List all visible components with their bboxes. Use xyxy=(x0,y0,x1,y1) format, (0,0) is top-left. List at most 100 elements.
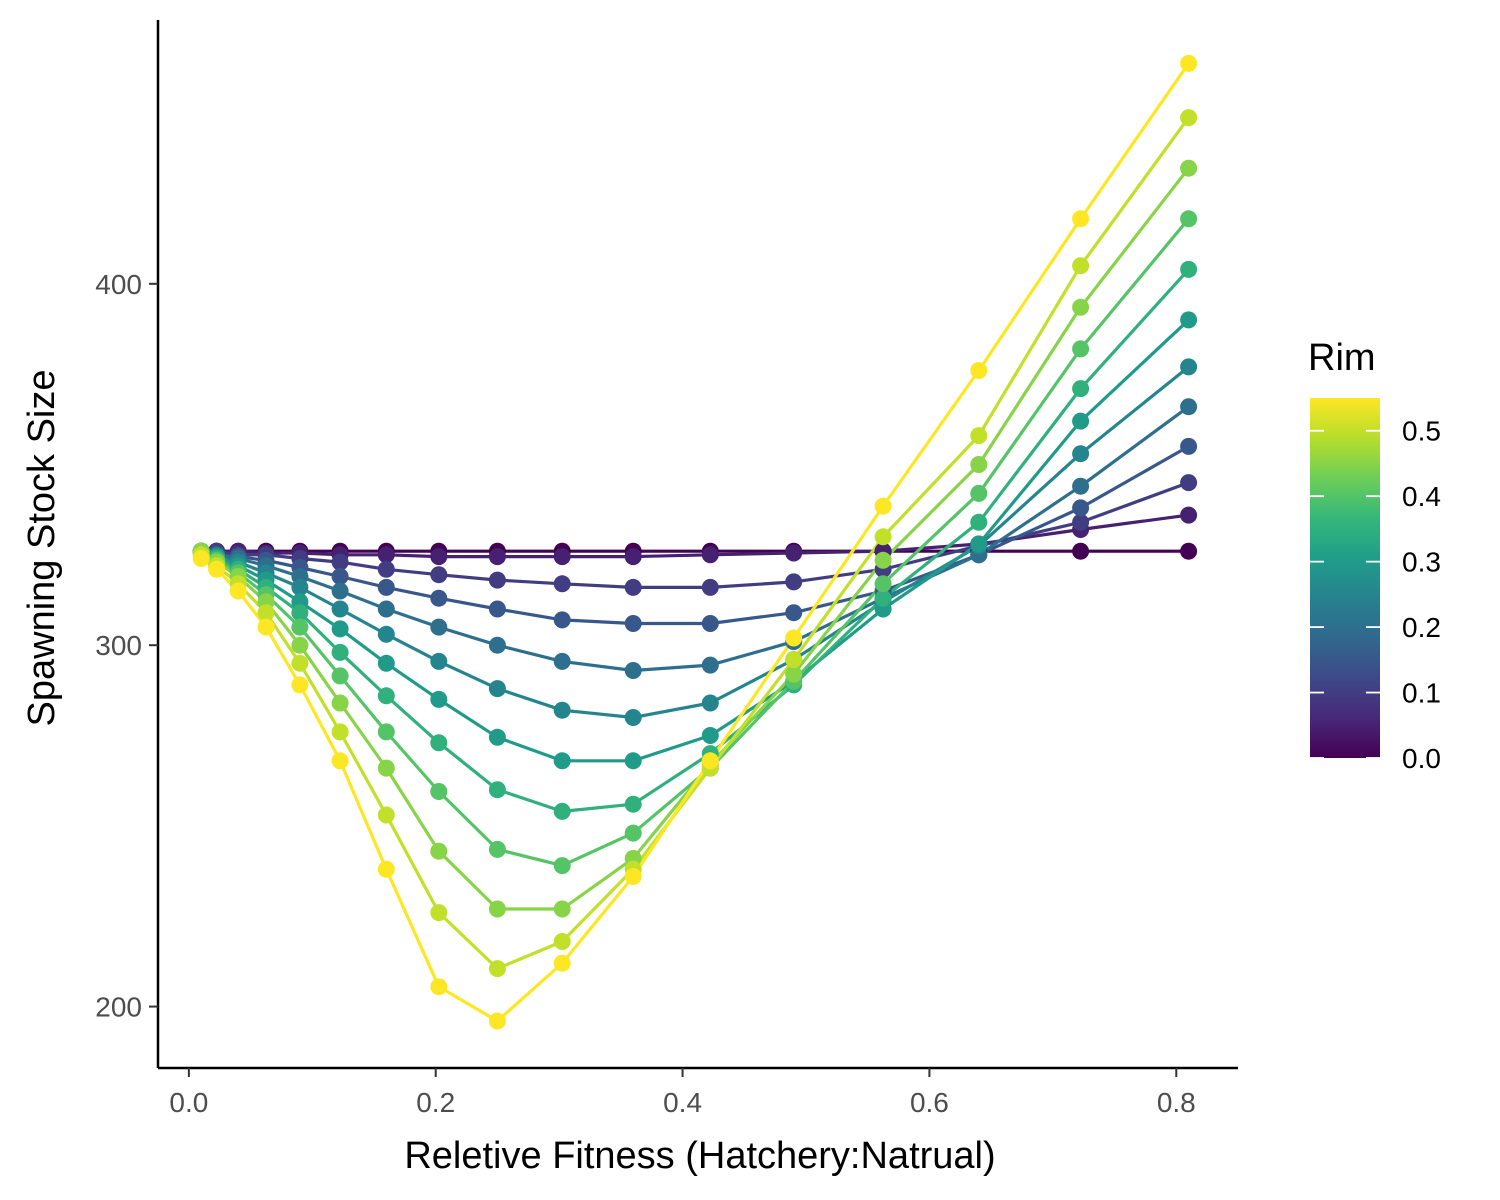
data-point xyxy=(488,600,506,618)
x-ticks: 0.0 0.2 0.4 0.6 0.8 xyxy=(169,1068,1196,1118)
legend-ticks: 0.0 0.1 0.2 0.3 0.4 0.5 xyxy=(1310,416,1441,774)
data-point xyxy=(874,528,892,546)
data-point xyxy=(488,548,506,566)
data-point xyxy=(785,544,803,562)
data-point xyxy=(1180,506,1198,524)
data-point xyxy=(331,582,349,600)
data-point xyxy=(1072,477,1090,495)
data-point xyxy=(331,553,349,571)
data-point xyxy=(553,611,571,629)
data-point xyxy=(785,573,803,591)
data-point xyxy=(553,954,571,972)
data-point xyxy=(1072,542,1090,560)
legend-tick-label: 0.4 xyxy=(1402,481,1441,512)
data-point xyxy=(291,604,309,622)
data-point xyxy=(331,600,349,618)
data-point xyxy=(488,840,506,858)
data-point xyxy=(331,568,349,585)
data-point xyxy=(624,662,642,679)
data-point xyxy=(377,806,395,824)
data-point xyxy=(488,680,506,698)
data-point xyxy=(1180,437,1198,455)
data-point xyxy=(331,643,349,661)
data-point xyxy=(257,618,275,636)
data-point xyxy=(1180,311,1198,329)
data-point xyxy=(553,933,571,950)
data-point xyxy=(970,456,988,473)
data-point xyxy=(701,546,719,564)
data-point xyxy=(553,752,571,770)
x-tick-label: 0.8 xyxy=(1157,1087,1196,1118)
data-point xyxy=(488,900,506,918)
x-tick-label: 0.2 xyxy=(416,1087,455,1118)
data-point xyxy=(1180,542,1198,560)
data-point xyxy=(701,578,719,596)
data-point xyxy=(1072,380,1090,398)
data-point xyxy=(553,900,571,918)
data-point xyxy=(430,978,448,996)
data-point xyxy=(785,629,803,647)
series-line xyxy=(200,217,1190,868)
data-point xyxy=(488,728,506,746)
series-line xyxy=(200,318,1190,763)
data-point xyxy=(624,795,642,813)
data-point xyxy=(1072,257,1090,275)
data-point xyxy=(1180,260,1198,278)
y-ticks: 200 300 400 xyxy=(95,269,158,1023)
data-point xyxy=(701,615,719,632)
data-point xyxy=(1180,398,1198,416)
data-point xyxy=(331,667,349,685)
data-point xyxy=(970,362,988,379)
data-point xyxy=(701,752,719,770)
plot-points xyxy=(192,54,1198,1030)
data-point xyxy=(624,615,642,632)
data-point xyxy=(291,654,309,672)
data-point xyxy=(553,857,571,875)
data-point xyxy=(785,651,803,669)
data-point xyxy=(377,687,395,705)
data-point xyxy=(970,484,988,502)
data-point xyxy=(430,734,448,752)
data-point xyxy=(701,727,719,744)
data-point xyxy=(553,701,571,719)
legend-tick-label: 0.5 xyxy=(1402,416,1441,447)
data-point xyxy=(291,578,309,596)
data-point xyxy=(377,578,395,596)
data-point xyxy=(553,652,571,670)
data-point xyxy=(1072,340,1090,358)
data-point xyxy=(430,548,448,566)
data-point xyxy=(874,497,892,515)
y-axis-title: Spawning Stock Size xyxy=(21,370,63,727)
data-point xyxy=(1180,210,1198,228)
data-point xyxy=(624,548,642,566)
data-point xyxy=(1180,54,1198,72)
legend-tick-label: 0.1 xyxy=(1402,678,1441,709)
data-point xyxy=(291,676,309,694)
data-point xyxy=(291,618,309,636)
y-tick-label: 200 xyxy=(95,992,142,1023)
data-point xyxy=(874,551,892,569)
data-point xyxy=(430,652,448,670)
x-axis-title: Reletive Fitness (Hatchery:Natrual) xyxy=(404,1135,995,1177)
legend-tick-label: 0.3 xyxy=(1402,547,1441,578)
data-point xyxy=(192,550,210,567)
data-point xyxy=(553,575,571,593)
data-point xyxy=(624,824,642,842)
data-point xyxy=(701,656,719,674)
data-point xyxy=(430,904,448,922)
y-tick-label: 300 xyxy=(95,630,142,661)
series-line xyxy=(200,62,1190,1023)
y-tick-label: 400 xyxy=(95,269,142,300)
data-point xyxy=(377,560,395,578)
series-line xyxy=(200,116,1190,971)
data-point xyxy=(970,535,988,553)
data-point xyxy=(1072,445,1090,463)
data-point xyxy=(874,589,892,607)
series-line xyxy=(200,405,1190,673)
data-point xyxy=(701,694,719,712)
data-point xyxy=(377,860,395,878)
legend-tick-label: 0.2 xyxy=(1402,612,1441,643)
data-point xyxy=(1180,474,1198,492)
data-point xyxy=(1072,513,1090,531)
